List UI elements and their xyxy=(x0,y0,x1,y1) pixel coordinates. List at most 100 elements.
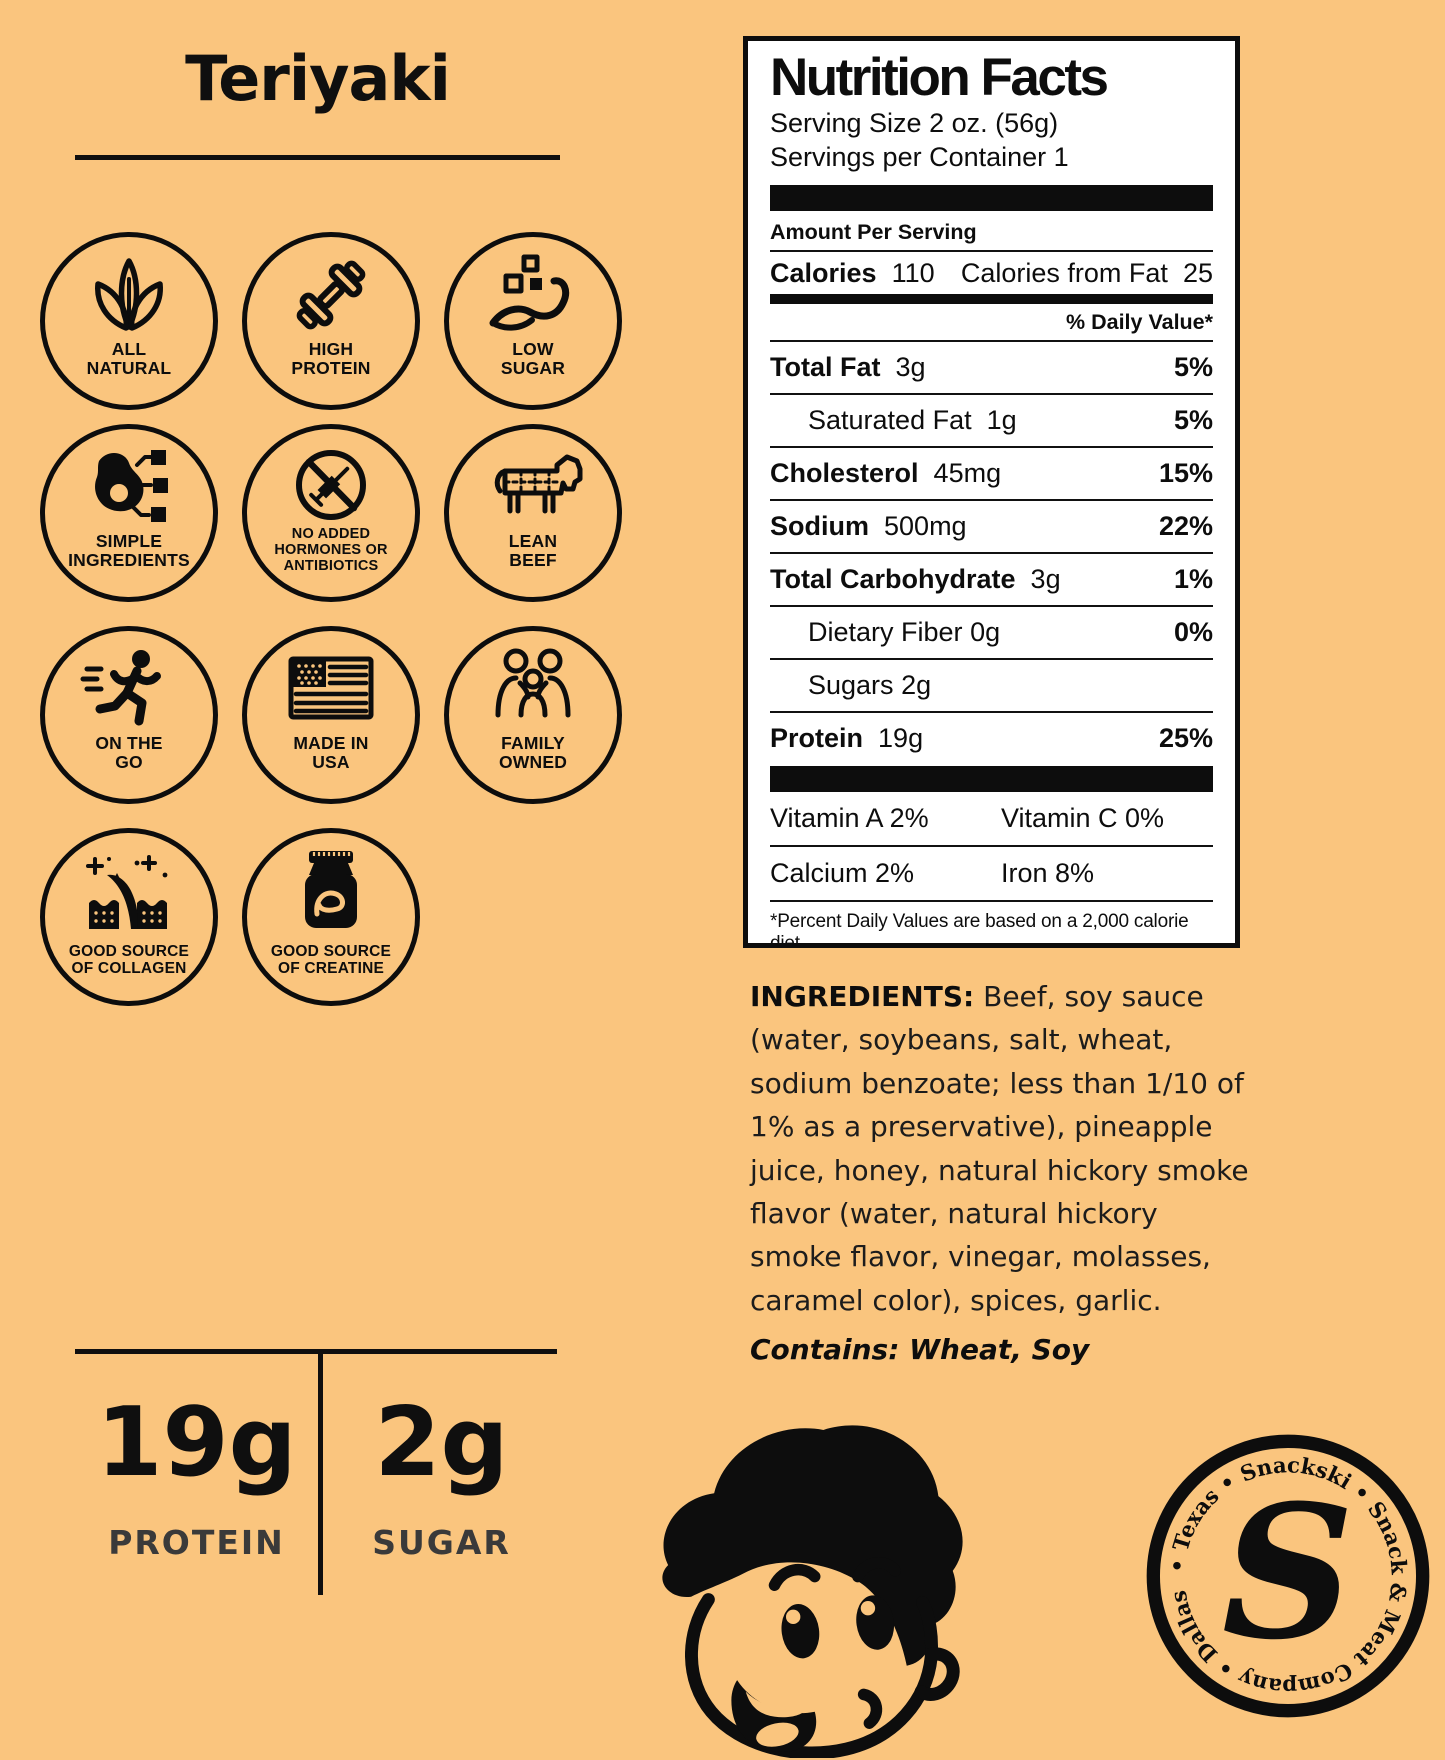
usa-flag-icon xyxy=(288,656,374,720)
badge-on-the-go: ON THE GO xyxy=(40,626,218,804)
nutrient-row-total-fat: Total Fat 3g 5% xyxy=(770,342,1213,393)
nutrient-value: 500mg xyxy=(884,511,967,542)
amount-per-serving: Amount Per Serving xyxy=(770,211,1213,253)
badge-simple-ingredients: SIMPLE INGREDIENTS xyxy=(40,424,218,602)
leaves-icon xyxy=(95,258,163,331)
title-divider xyxy=(75,155,560,160)
nutrient-value: 19g xyxy=(878,723,924,754)
nutrient-row-cholesterol: Cholesterol 45mg 15% xyxy=(770,446,1213,499)
nutrient-label: Total Fat xyxy=(770,352,881,383)
calories-from-fat-value: 25 xyxy=(1182,258,1213,289)
nutrient-pct: 0% xyxy=(1173,617,1213,648)
ingredients-heading: INGREDIENTS: xyxy=(750,980,975,1013)
badge-label: ALL NATURAL xyxy=(86,339,172,379)
vitamin-row: Calcium 2% Iron 8% xyxy=(770,845,1213,900)
nutrient-label: Sodium xyxy=(770,511,869,542)
badge-label: GOOD SOURCE OF CREATINE xyxy=(270,943,392,978)
nutrient-row-protein: Protein 19g 25% xyxy=(770,711,1213,764)
spoon-sugar-icon xyxy=(489,254,570,331)
nutrient-value: 2g xyxy=(901,670,932,701)
nutrition-facts-panel: Nutrition Facts Serving Size 2 oz. (56g)… xyxy=(743,36,1240,948)
thick-bar xyxy=(770,185,1213,212)
iron: Iron 8% xyxy=(1001,858,1095,889)
ingredients-text: INGREDIENTS: Beef, soy sauce (water, soy… xyxy=(750,980,1249,1317)
cow-icon xyxy=(494,454,583,514)
calories-from-fat-label: Calories from Fat xyxy=(960,258,1168,289)
protein-value: 19g xyxy=(96,1388,297,1498)
nutrient-label: Saturated Fat xyxy=(808,405,972,436)
runner-icon xyxy=(80,650,161,726)
calories-row: Calories 110 Calories from Fat 25 xyxy=(770,252,1213,294)
snackski-stamp-logo: • Texas • Snackski • Snack & Meat Compan… xyxy=(1146,1434,1430,1718)
nutrient-pct: 5% xyxy=(1173,405,1213,436)
sugar-label: SUGAR xyxy=(372,1523,511,1562)
sugar-value: 2g xyxy=(374,1388,509,1498)
daily-value-header: % Daily Value* xyxy=(770,304,1213,343)
daily-value-footnote: *Percent Daily Values are based on a 2,0… xyxy=(770,900,1213,943)
nutrient-value: 3g xyxy=(895,352,926,383)
calories-value: 110 xyxy=(891,258,935,289)
nutrient-label: Sugars xyxy=(808,670,894,701)
thin-bar xyxy=(770,294,1213,305)
creatine-jar-icon xyxy=(305,851,357,928)
nutrient-row-sugars: Sugars 2g xyxy=(770,658,1213,711)
flavor-title: Teriyaki xyxy=(185,42,451,115)
nutrient-label: Cholesterol xyxy=(770,458,919,489)
badge-label: GOOD SOURCE OF COLLAGEN xyxy=(68,943,190,978)
nutrient-row-total-carbohydrate: Total Carbohydrate 3g 1% xyxy=(770,552,1213,605)
badge-high-protein: HIGH PROTEIN xyxy=(242,232,420,410)
ingredients-block: INGREDIENTS: Beef, soy sauce (water, soy… xyxy=(750,975,1255,1372)
badge-label: HIGH PROTEIN xyxy=(291,339,371,379)
nutrient-value: 0g xyxy=(970,617,1001,648)
stats-divider-horizontal xyxy=(75,1349,557,1354)
badge-label: ON THE GO xyxy=(95,733,163,773)
allergen-statement: Contains: Wheat, Soy xyxy=(750,1333,1090,1367)
dumbbell-icon xyxy=(296,260,366,330)
vitamin-a: Vitamin A 2% xyxy=(770,803,929,834)
protein-label: PROTEIN xyxy=(108,1523,285,1562)
badge-label: LOW SUGAR xyxy=(500,339,566,379)
thick-bar xyxy=(770,766,1213,793)
vitamin-row: Vitamin A 2% Vitamin C 0% xyxy=(770,792,1213,845)
nutrient-pct: 15% xyxy=(1158,458,1213,489)
stamp-monogram: S xyxy=(1222,1466,1355,1681)
nutrient-pct: 1% xyxy=(1173,564,1213,595)
no-syringe-icon xyxy=(296,450,366,520)
nutrient-value: 1g xyxy=(986,405,1017,436)
nutrient-value: 3g xyxy=(1030,564,1061,595)
nutrient-label: Protein xyxy=(770,723,864,754)
calories-label: Calories xyxy=(770,258,877,289)
badge-no-hormones: NO ADDED HORMONES OR ANTIBIOTICS xyxy=(242,424,420,602)
nutrient-row-sodium: Sodium 500mg 22% xyxy=(770,499,1213,552)
badge-made-in-usa: MADE IN USA xyxy=(242,626,420,804)
badge-creatine: GOOD SOURCE OF CREATINE xyxy=(242,828,420,1006)
badge-family-owned: FAMILY OWNED xyxy=(444,626,622,804)
badge-label: LEAN BEEF xyxy=(508,531,558,571)
calcium: Calcium 2% xyxy=(770,858,915,889)
badge-lean-beef: LEAN BEEF xyxy=(444,424,622,602)
badge-label: NO ADDED HORMONES OR ANTIBIOTICS xyxy=(274,526,388,574)
nutrient-pct: 25% xyxy=(1158,723,1213,754)
badge-label: MADE IN USA xyxy=(293,733,369,773)
badge-collagen: GOOD SOURCE OF COLLAGEN xyxy=(40,828,218,1006)
collagen-skin-icon xyxy=(86,855,168,929)
snackski-boy-face-icon xyxy=(662,1425,963,1758)
nutrient-row-saturated-fat: Saturated Fat 1g 5% xyxy=(770,393,1213,446)
nutrient-label: Dietary Fiber xyxy=(808,617,963,648)
badge-label: FAMILY OWNED xyxy=(498,733,568,773)
badge-low-sugar: LOW SUGAR xyxy=(444,232,622,410)
badge-label: SIMPLE INGREDIENTS xyxy=(68,531,190,571)
family-icon xyxy=(495,648,571,718)
nutrient-label: Total Carbohydrate xyxy=(770,564,1016,595)
nutrient-pct: 5% xyxy=(1173,352,1213,383)
servings-per-container: Servings per Container 1 xyxy=(770,142,1069,173)
stats-divider-vertical xyxy=(318,1349,323,1595)
nutrient-row-dietary-fiber: Dietary Fiber 0g 0% xyxy=(770,605,1213,658)
badge-all-natural: ALL NATURAL xyxy=(40,232,218,410)
nutrition-facts-title: Nutrition Facts xyxy=(770,48,1109,107)
vitamin-c: Vitamin C 0% xyxy=(1001,803,1165,834)
avocado-flow-icon xyxy=(95,450,168,522)
nutrient-pct: 22% xyxy=(1158,511,1213,542)
nutrient-value: 45mg xyxy=(933,458,1002,489)
